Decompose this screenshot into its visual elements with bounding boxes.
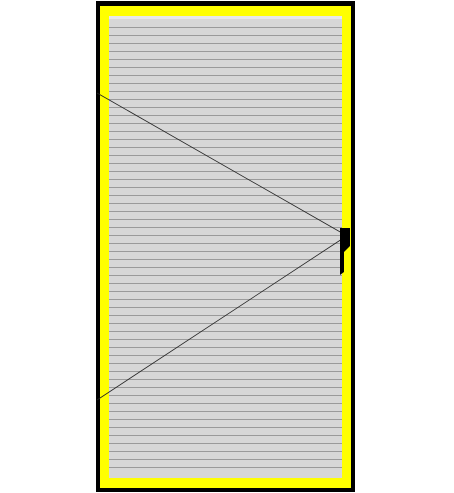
- swing-line-upper: [96, 92, 343, 234]
- slat-lines: [109, 27, 342, 468]
- infill-top-strip: [109, 16, 342, 19]
- swing-line-lower: [96, 238, 343, 401]
- door-handle: [340, 228, 350, 275]
- infill-panel: [109, 16, 342, 478]
